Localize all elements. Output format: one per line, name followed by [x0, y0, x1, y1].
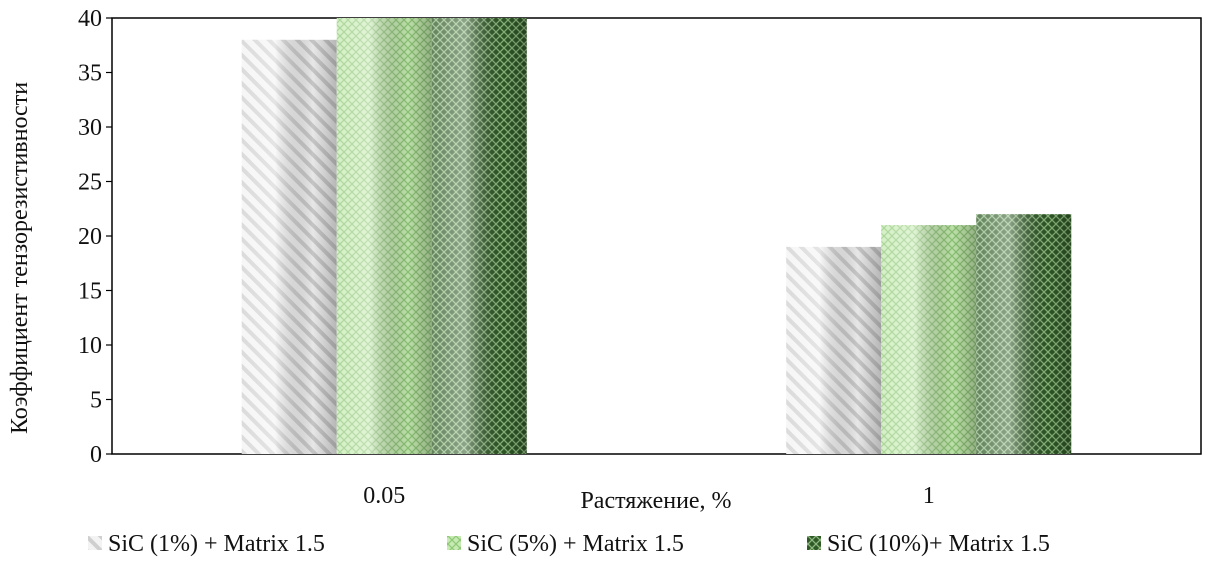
- bar-shading: [786, 246, 882, 454]
- y-tick-label: 35: [78, 61, 102, 87]
- y-tick-label: 15: [78, 279, 102, 305]
- legend-label: SiC (1%) + Matrix 1.5: [108, 531, 325, 557]
- bars: [241, 18, 1072, 454]
- legend-label: SiC (5%) + Matrix 1.5: [467, 531, 684, 557]
- bar-shading: [431, 18, 527, 454]
- y-tick-label: 20: [78, 224, 102, 250]
- x-axis-title: Растяжение, %: [580, 488, 731, 514]
- y-tick-label: 0: [90, 442, 102, 468]
- y-tick-label: 30: [78, 115, 102, 141]
- x-axis-ticks: 0.05 1: [363, 483, 935, 509]
- y-tick-label: 5: [90, 388, 102, 414]
- legend-label: SiC (10%)+ Matrix 1.5: [827, 531, 1050, 557]
- bar-shading: [976, 214, 1072, 454]
- legend-swatch: [807, 536, 821, 550]
- legend: SiC (1%) + Matrix 1.5 SiC (5%) + Matrix 1…: [88, 531, 1050, 557]
- bar-shading: [241, 39, 337, 454]
- y-tick-label: 25: [78, 170, 102, 196]
- x-tick-label: 1: [923, 483, 935, 509]
- y-tick-label: 40: [78, 6, 102, 32]
- legend-swatch: [447, 536, 461, 550]
- y-axis-ticks: 0 5 10 15 20 25 30 35 40: [78, 6, 112, 468]
- x-tick-label: 0.05: [363, 483, 405, 509]
- y-axis-title: Коэффициент тензорезистивности: [7, 82, 33, 434]
- bar-shading: [336, 18, 432, 454]
- bar-shading: [881, 225, 977, 454]
- y-tick-label: 10: [78, 333, 102, 359]
- legend-swatch: [88, 536, 102, 550]
